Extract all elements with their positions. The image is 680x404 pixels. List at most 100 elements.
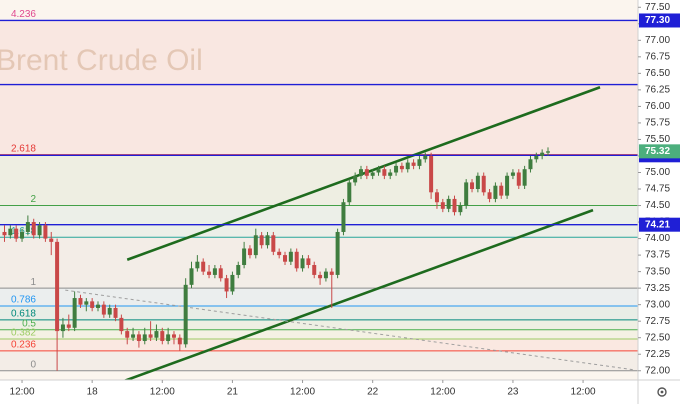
candle-body (516, 172, 521, 186)
candle-body (534, 155, 539, 160)
fib-label: 1.618 (11, 226, 36, 237)
candle-body (347, 182, 352, 203)
candle-body (382, 169, 387, 176)
candle-body (253, 235, 258, 256)
candle-body (283, 255, 288, 262)
candle-body (329, 271, 334, 275)
fib-label: 0.382 (11, 328, 36, 339)
y-tick-label: 73.25 (645, 283, 670, 294)
candle-body (72, 298, 77, 328)
fib-zone (0, 237, 638, 289)
candle-body (125, 331, 130, 338)
fib-label: 0.5 (22, 318, 36, 329)
candle-body (464, 182, 469, 206)
candle-body (394, 165, 399, 173)
candle-body (212, 268, 217, 275)
fib-zone (0, 329, 638, 340)
candle-body (230, 274, 235, 292)
fib-label: 0.786 (11, 295, 36, 306)
y-tick-label: 73.50 (645, 266, 670, 277)
candle-body (2, 231, 7, 236)
candle-body (510, 172, 515, 176)
y-tick-label: 75.00 (645, 167, 670, 178)
candle-body (119, 317, 124, 332)
plot-layer: 4.236 2.618 2 1.618 1 0.786 0.6180.50.3820.236… (0, 9, 638, 382)
candle-body (177, 337, 182, 345)
candle-body (55, 241, 60, 332)
gear-center[interactable] (660, 390, 664, 394)
x-tick-label: 23 (507, 387, 519, 398)
fib-zone (0, 205, 638, 238)
candle-body (171, 334, 176, 338)
x-tick-label: 21 (227, 387, 239, 398)
x-tick-label: 18 (87, 387, 99, 398)
x-tick-label: 12:00 (290, 387, 315, 398)
x-tick-label: 12:00 (571, 387, 596, 398)
settings-icon[interactable] (657, 387, 667, 397)
y-tick-label: 74.00 (645, 233, 670, 244)
candle-body (423, 155, 428, 160)
fib-zone (0, 319, 638, 330)
candle-body (31, 222, 36, 236)
price-box-label: 74.21 (645, 219, 670, 230)
candle-body (522, 169, 527, 186)
last-price-box (639, 144, 680, 159)
candle-body (113, 307, 118, 318)
y-tick-label: 76.75 (645, 51, 670, 62)
candle-body (236, 265, 241, 275)
candle-body (277, 251, 282, 256)
y-tick-label: 74.75 (645, 184, 670, 195)
candle-body (90, 301, 95, 308)
candle-body (218, 268, 223, 279)
candle-body (265, 235, 270, 246)
candle-body (306, 258, 311, 266)
candle-body (148, 334, 153, 338)
candle-body (388, 172, 393, 176)
time-axis (0, 380, 638, 404)
y-tick-label: 76.25 (645, 85, 670, 96)
candle-body (376, 169, 381, 173)
fib-zone (0, 350, 638, 371)
candle-body (242, 248, 247, 266)
trend-line (124, 208, 594, 382)
y-tick-label: 76.00 (645, 101, 670, 112)
fib-zone (0, 288, 638, 306)
candle-body (417, 159, 422, 166)
candle-body (259, 235, 264, 246)
candle-body (358, 169, 363, 176)
candle-body (136, 334, 141, 342)
y-tick-label: 77.50 (645, 2, 670, 13)
candle-body (434, 192, 439, 203)
fib-zone (0, 154, 638, 206)
fib-label: 1 (30, 277, 36, 288)
candle-body (189, 268, 194, 285)
candle-body (131, 334, 136, 338)
candle-body (353, 175, 358, 183)
candle-body (37, 225, 42, 236)
fib-label: 0 (30, 359, 36, 370)
x-tick-label: 12:00 (10, 387, 35, 398)
candle-body (323, 271, 328, 279)
candle-body (166, 334, 171, 342)
candle-body (201, 261, 206, 272)
gear[interactable] (657, 387, 667, 397)
candle-body (399, 165, 404, 170)
price-axis (638, 0, 680, 404)
candle-body (107, 307, 112, 315)
fib-label: 0.236 (11, 340, 36, 351)
y-tick-label: 72.75 (645, 316, 670, 327)
candle-body (14, 228, 19, 239)
candle-body (183, 284, 188, 345)
candle-body (25, 222, 30, 232)
y-tick-label: 77.00 (645, 35, 670, 46)
fib-label: 4.236 (11, 9, 36, 20)
candle-body (452, 198, 457, 213)
candle-body (96, 304, 101, 308)
candle-body (411, 162, 416, 166)
candle-body (440, 202, 445, 209)
candle-body (84, 301, 89, 305)
candle-body (300, 258, 305, 269)
candle-body (528, 159, 533, 170)
trend-line (126, 86, 601, 261)
y-tick-label: 73.00 (645, 299, 670, 310)
